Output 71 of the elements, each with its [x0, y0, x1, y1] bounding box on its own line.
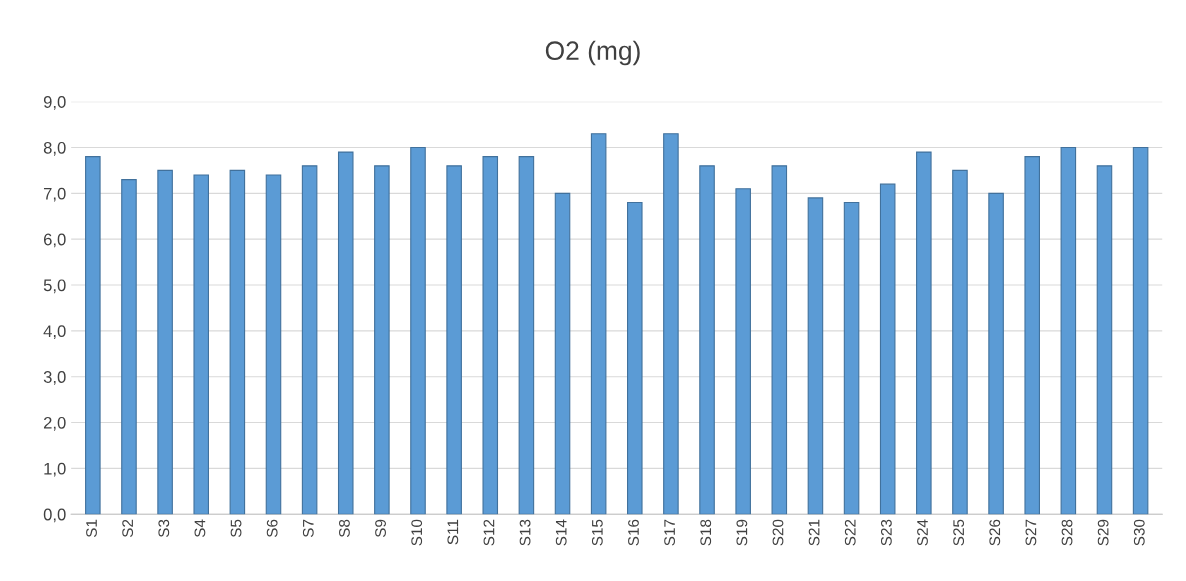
- bar: [590, 133, 607, 515]
- x-tick-label: S9: [375, 519, 386, 538]
- bar: [410, 146, 426, 515]
- bar: [229, 169, 246, 515]
- bar: [735, 188, 751, 515]
- y-tick-label: 3,0: [43, 371, 66, 385]
- bar: [699, 165, 715, 515]
- x-tick-label: S15: [591, 519, 603, 546]
- bar: [374, 165, 390, 515]
- x-tick-label: S19: [736, 519, 748, 546]
- x-tick-label: S22: [844, 519, 856, 546]
- x-tick-label: S10: [411, 519, 423, 546]
- bar: [1096, 165, 1113, 515]
- x-tick-label: S4: [194, 519, 206, 538]
- bar: [193, 174, 210, 515]
- bar: [952, 169, 968, 515]
- bar: [265, 174, 282, 515]
- bar: [446, 165, 462, 515]
- bar: [121, 179, 137, 515]
- x-tick-label: S17: [664, 519, 676, 546]
- x-tick-label: S5: [230, 519, 242, 538]
- x-tick-label: S1: [86, 519, 97, 538]
- x-tick-label: S8: [339, 519, 350, 538]
- x-tick-label: S28: [1061, 519, 1073, 546]
- bar: [916, 151, 932, 515]
- y-tick-label: 2,0: [43, 416, 66, 431]
- x-tick-label: S29: [1097, 519, 1109, 546]
- y-tick-label: 8,0: [43, 141, 66, 156]
- bar: [518, 156, 535, 515]
- bar: [988, 192, 1004, 515]
- x-tick-label: S26: [989, 519, 1001, 546]
- bar: [482, 156, 499, 515]
- bar: [301, 165, 318, 515]
- y-tick-label: 0,0: [43, 508, 66, 523]
- x-tick-label: S16: [628, 519, 639, 546]
- y-tick-label: 7,0: [43, 187, 66, 202]
- x-tick-label: S18: [700, 519, 712, 546]
- x-tick-label: S30: [1133, 519, 1145, 546]
- x-tick-label: S23: [880, 519, 892, 546]
- bar: [807, 197, 824, 515]
- x-tick-label: S24: [917, 519, 928, 546]
- bar: [157, 169, 173, 515]
- y-tick-label: 6,0: [43, 233, 66, 248]
- y-tick-label: 5,0: [43, 279, 66, 294]
- bar: [85, 156, 101, 515]
- bar: [627, 201, 643, 515]
- x-tick-label: S12: [483, 519, 495, 546]
- x-tick-label: S11: [447, 519, 459, 545]
- bar: [337, 151, 354, 515]
- bar: [663, 133, 679, 515]
- x-tick-label: S3: [158, 519, 170, 538]
- x-tick-label: S13: [519, 519, 531, 546]
- x-tick-label: S21: [808, 519, 820, 546]
- bar: [771, 165, 788, 515]
- bar: [879, 183, 896, 515]
- x-tick-label: S6: [266, 519, 278, 538]
- bar: [1024, 156, 1040, 515]
- y-tick-label: 1,0: [44, 462, 66, 477]
- x-tick-label: S14: [555, 519, 567, 546]
- x-tick-label: S2: [122, 519, 134, 538]
- y-tick-label: 4,0: [43, 325, 66, 340]
- bar: [554, 192, 571, 515]
- x-tick-label: S7: [302, 519, 314, 538]
- x-tick-label: S25: [953, 519, 965, 546]
- x-tick-label: S27: [1025, 519, 1037, 546]
- x-tick-label: S20: [772, 519, 784, 546]
- bar: [1060, 146, 1077, 515]
- chart-title: O2 (mg): [545, 40, 640, 66]
- bar: [1132, 146, 1149, 515]
- bar: [843, 201, 860, 515]
- y-tick-label: 9,0: [43, 96, 66, 110]
